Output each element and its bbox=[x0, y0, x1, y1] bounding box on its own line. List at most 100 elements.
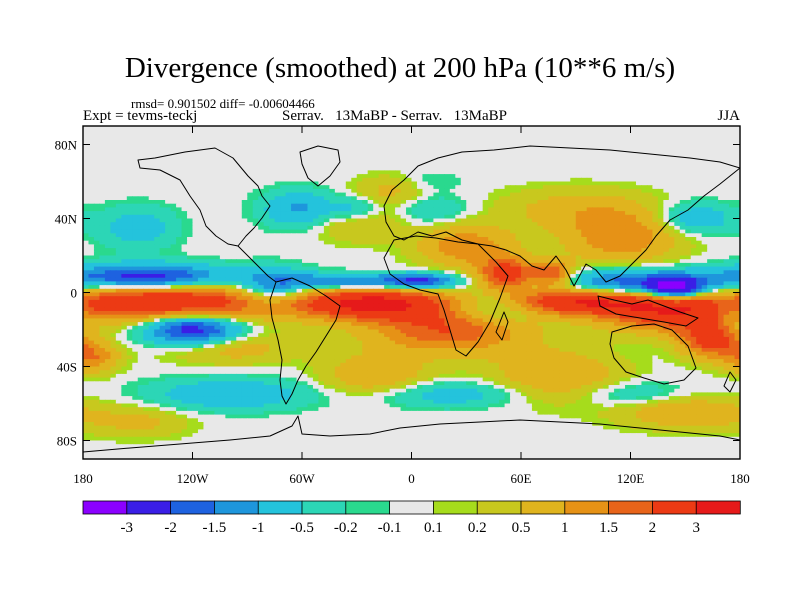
field-cell bbox=[493, 222, 500, 227]
field-cell bbox=[356, 262, 363, 268]
field-cell bbox=[214, 140, 221, 146]
field-cell bbox=[384, 244, 391, 249]
field-cell bbox=[553, 237, 560, 242]
field-cell bbox=[701, 214, 708, 220]
field-cell bbox=[302, 137, 309, 142]
field-cell bbox=[367, 207, 374, 212]
field-cell bbox=[126, 196, 133, 201]
field-cell bbox=[291, 203, 298, 208]
field-cell bbox=[192, 159, 199, 164]
field-cell bbox=[723, 170, 730, 175]
field-cell bbox=[148, 170, 155, 175]
field-cell bbox=[154, 166, 161, 171]
field-cell bbox=[187, 163, 194, 168]
field-cell bbox=[679, 188, 686, 194]
field-cell bbox=[214, 207, 221, 212]
field-cell bbox=[307, 270, 314, 275]
field-cell bbox=[351, 277, 358, 282]
field-cell bbox=[548, 137, 555, 142]
field-cell bbox=[712, 259, 719, 264]
field-cell bbox=[641, 170, 648, 175]
field-cell bbox=[723, 151, 730, 157]
field-cell bbox=[531, 126, 539, 131]
field-cell bbox=[115, 140, 122, 146]
field-cell bbox=[510, 181, 517, 186]
field-cell bbox=[499, 177, 506, 183]
field-cell bbox=[707, 200, 714, 205]
field-cell bbox=[729, 188, 736, 194]
field-cell bbox=[219, 196, 226, 201]
field-cell bbox=[718, 177, 725, 183]
field-cell bbox=[449, 137, 456, 142]
field-cell bbox=[170, 225, 177, 231]
field-cell bbox=[657, 159, 664, 164]
field-cell bbox=[104, 225, 111, 231]
field-cell bbox=[258, 188, 265, 194]
field-cell bbox=[159, 237, 166, 242]
field-cell bbox=[274, 270, 281, 275]
field-cell bbox=[570, 214, 577, 220]
field-cell bbox=[406, 237, 413, 242]
field-cell bbox=[389, 255, 396, 260]
field-cell bbox=[597, 233, 604, 238]
field-cell bbox=[488, 207, 495, 212]
field-cell bbox=[280, 155, 287, 160]
field-cell bbox=[619, 244, 626, 249]
field-cell bbox=[521, 137, 528, 142]
field-cell bbox=[362, 270, 369, 275]
field-cell bbox=[729, 244, 736, 249]
field-cell bbox=[592, 211, 599, 216]
field-cell bbox=[663, 225, 670, 231]
field-cell bbox=[542, 155, 549, 160]
field-cell bbox=[154, 211, 161, 216]
field-cell bbox=[323, 148, 330, 153]
field-cell bbox=[674, 255, 681, 260]
field-cell bbox=[466, 166, 473, 171]
field-cell bbox=[537, 185, 544, 190]
field-cell bbox=[592, 244, 599, 249]
field-cell bbox=[296, 266, 303, 271]
field-cell bbox=[734, 262, 740, 268]
field-cell bbox=[630, 196, 637, 201]
field-cell bbox=[214, 196, 221, 201]
field-cell bbox=[291, 144, 298, 149]
field-cell bbox=[564, 233, 571, 238]
field-cell bbox=[510, 203, 517, 208]
field-cell bbox=[208, 137, 215, 142]
field-cell bbox=[214, 148, 221, 153]
field-cell bbox=[83, 259, 90, 264]
field-cell bbox=[165, 129, 172, 134]
field-cell bbox=[345, 133, 352, 138]
field-cell bbox=[625, 174, 632, 179]
field-cell bbox=[493, 248, 500, 253]
field-cell bbox=[696, 166, 703, 171]
field-cell bbox=[460, 133, 467, 138]
field-cell bbox=[400, 233, 407, 238]
field-cell bbox=[482, 174, 489, 179]
field-cell bbox=[323, 133, 330, 138]
field-cell bbox=[170, 170, 177, 175]
field-cell bbox=[197, 163, 205, 168]
field-cell bbox=[416, 144, 424, 149]
field-cell bbox=[334, 229, 341, 234]
field-cell bbox=[362, 196, 369, 201]
field-cell bbox=[515, 126, 522, 131]
field-cell bbox=[416, 225, 424, 231]
field-cell bbox=[269, 174, 276, 179]
field-cell bbox=[187, 185, 194, 190]
field-cell bbox=[406, 222, 413, 227]
field-cell bbox=[723, 262, 730, 268]
field-cell bbox=[378, 185, 385, 190]
field-cell bbox=[291, 155, 298, 160]
field-cell bbox=[154, 192, 161, 197]
field-cell bbox=[411, 163, 418, 168]
field-cell bbox=[521, 129, 528, 134]
chart-title: Divergence (smoothed) at 200 hPa (10**6 … bbox=[124, 52, 676, 84]
field-cell bbox=[575, 170, 582, 175]
field-cell bbox=[427, 137, 434, 142]
field-cell bbox=[99, 277, 106, 282]
field-cell bbox=[460, 244, 467, 249]
field-cell bbox=[471, 137, 478, 142]
field-cell bbox=[345, 225, 352, 231]
field-cell bbox=[427, 203, 434, 208]
